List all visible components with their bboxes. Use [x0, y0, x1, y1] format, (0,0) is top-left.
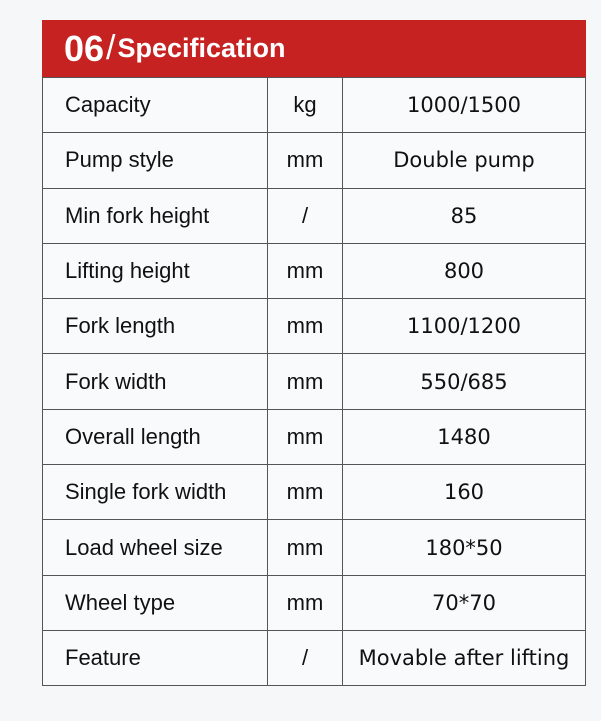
spec-unit: mm	[267, 574, 343, 631]
spec-unit: mm	[267, 464, 343, 521]
spec-name: Single fork width	[42, 464, 268, 521]
spec-name: Lifting height	[42, 242, 268, 300]
spec-value: 70*70	[342, 574, 586, 631]
table-row: Overall length mm 1480	[42, 408, 586, 466]
table-row: Fork width mm 550/685	[42, 353, 586, 410]
spec-value: Double pump	[342, 132, 586, 189]
spec-name: Load wheel size	[42, 519, 268, 576]
spec-unit: mm	[267, 519, 343, 576]
spec-value: 85	[342, 187, 586, 244]
spec-unit: mm	[267, 242, 343, 300]
table-row: Capacity kg 1000/1500	[42, 76, 586, 134]
spec-unit: mm	[267, 408, 343, 466]
spec-value: 160	[342, 464, 586, 521]
spec-name: Fork length	[42, 298, 268, 355]
spec-name: Wheel type	[42, 574, 268, 631]
spec-name: Pump style	[42, 132, 268, 189]
table-row: Single fork width mm 160	[42, 464, 586, 521]
table-row: Pump style mm Double pump	[42, 132, 586, 189]
table-row: Load wheel size mm 180*50	[42, 519, 586, 576]
table-row: Min fork height/85	[42, 187, 586, 244]
spec-name: Min fork height	[42, 187, 268, 244]
section-title: Specification	[117, 33, 286, 63]
spec-unit: /	[267, 629, 343, 687]
spec-value: 550/685	[342, 353, 586, 410]
table-row: Wheel type mm 70*70	[42, 574, 586, 631]
spec-unit: mm	[267, 132, 343, 189]
section-number: 06	[64, 27, 105, 69]
spec-table: Capacity kg 1000/1500 Pump style mm Double pu…	[42, 76, 586, 687]
spec-value: Movable after lifting	[342, 629, 586, 687]
spec-name: Fork width	[42, 353, 268, 410]
section-header: 06 / Specification	[42, 20, 586, 77]
spec-value: 1000/1500	[342, 76, 586, 134]
spec-unit: mm	[267, 353, 343, 410]
spec-unit: mm	[267, 298, 343, 355]
spec-name: Capacity	[42, 76, 268, 134]
table-row: Fork length mm 1100/1200	[42, 298, 586, 355]
spec-name: Feature	[42, 629, 268, 687]
spec-unit: kg	[267, 76, 343, 134]
spec-unit: /	[267, 187, 343, 244]
section-separator: /	[106, 29, 116, 67]
spec-value: 1100/1200	[342, 298, 586, 355]
spec-name: Overall length	[42, 408, 268, 466]
spec-value: 800	[342, 242, 586, 300]
table-row: Lifting height mm 800	[42, 242, 586, 300]
table-row: Feature / Movable after lifting	[42, 629, 586, 687]
spec-value: 180*50	[342, 519, 586, 576]
spec-value: 1480	[342, 408, 586, 466]
